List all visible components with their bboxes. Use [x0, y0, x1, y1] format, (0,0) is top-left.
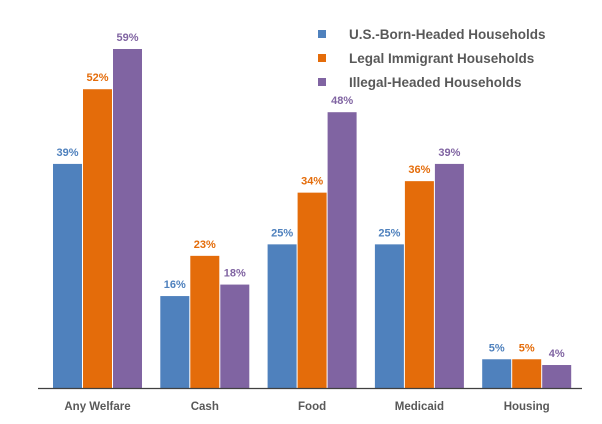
bar	[327, 112, 357, 388]
x-tick-label: Any Welfare	[64, 401, 130, 413]
data-label: 16%	[164, 279, 186, 291]
bar	[512, 359, 542, 388]
bar	[113, 49, 142, 388]
bar	[220, 284, 250, 388]
x-tick-label: Housing	[504, 401, 550, 413]
legend-swatch	[318, 30, 326, 38]
bar	[374, 244, 404, 388]
bar	[297, 192, 327, 388]
data-label: 25%	[271, 227, 293, 239]
bar	[434, 163, 464, 388]
data-label: 25%	[378, 227, 400, 239]
legend-swatch	[318, 78, 326, 86]
bar	[267, 244, 297, 388]
bar	[160, 296, 190, 388]
bar	[542, 365, 572, 388]
data-label: 23%	[194, 239, 216, 251]
bar	[404, 181, 434, 388]
legend-label: Illegal-Headed Households	[349, 75, 522, 90]
data-label: 36%	[408, 164, 430, 176]
data-label: 5%	[489, 342, 505, 354]
data-label: 5%	[519, 342, 535, 354]
bar	[83, 89, 112, 388]
x-tick-label: Cash	[191, 401, 219, 413]
data-label: 18%	[224, 268, 246, 280]
bar	[53, 163, 82, 388]
data-label: 4%	[549, 348, 565, 360]
data-label: 52%	[86, 72, 108, 84]
x-tick-label: Food	[298, 401, 326, 413]
bar	[482, 359, 512, 388]
data-label: 34%	[301, 176, 323, 188]
data-label: 39%	[56, 147, 78, 159]
legend-swatch	[318, 54, 326, 62]
data-label: 59%	[116, 32, 138, 44]
data-label: 39%	[438, 147, 460, 159]
legend-label: Legal Immigrant Households	[349, 51, 534, 66]
data-label: 48%	[331, 95, 353, 107]
bar	[190, 255, 220, 388]
legend-label: U.S.-Born-Headed Households	[349, 27, 546, 42]
x-tick-label: Medicaid	[395, 401, 444, 413]
